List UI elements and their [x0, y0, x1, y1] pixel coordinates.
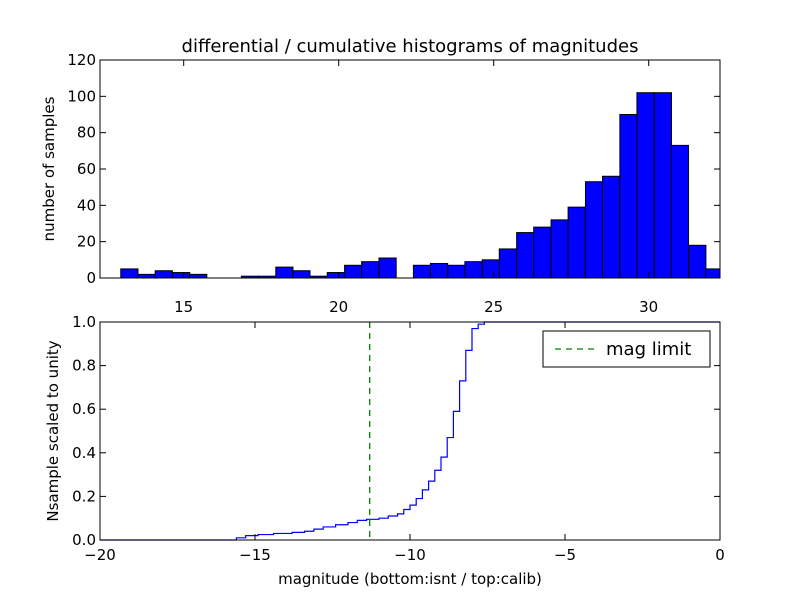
histogram-bar-2	[154, 270, 173, 279]
histogram-bar-15	[378, 257, 397, 279]
top-y-tick-label-1: 20	[77, 233, 96, 251]
histogram-bar-9	[275, 266, 294, 279]
top-x-tick-label-2: 25	[484, 298, 503, 316]
bottom-x-tick-label-3: −5	[554, 546, 576, 564]
bottom-x-tick-label-1: −15	[239, 546, 271, 564]
histogram-bar-33	[688, 244, 707, 279]
bottom-y-tick-label-0: 0.0	[72, 531, 96, 549]
histogram-bar-14	[361, 261, 380, 279]
histogram-bar-23	[516, 232, 535, 279]
histogram-bar-10	[292, 270, 311, 279]
histogram-bar-22	[498, 248, 517, 279]
histogram-bar-26	[567, 206, 586, 279]
histogram-bar-0	[120, 268, 139, 279]
bottom-y-tick-label-2: 0.4	[72, 444, 96, 462]
histogram-bar-27	[584, 181, 604, 279]
histogram-bar-3	[172, 272, 191, 279]
legend: mag limit	[542, 330, 711, 368]
bottom-x-axis-label: magnitude (bottom:isnt / top:calib)	[278, 570, 542, 588]
top-bars-group	[120, 92, 721, 279]
top-y-tick-label-4: 80	[77, 124, 96, 142]
bottom-x-tick-label-0: −20	[84, 546, 116, 564]
top-chart-title: differential / cumulative histograms of …	[182, 36, 639, 57]
histogram-bar-19	[447, 264, 466, 279]
histogram-bar-4	[189, 273, 208, 279]
histogram-bar-18	[429, 262, 449, 279]
top-y-tick-label-0: 0	[86, 269, 96, 287]
histogram-bar-32	[670, 144, 690, 279]
top-y-tick-label-2: 40	[77, 196, 96, 214]
top-y-tick-label-6: 120	[67, 51, 96, 69]
bottom-y-tick-label-5: 1.0	[72, 313, 96, 331]
histogram-bar-29	[619, 114, 638, 279]
histogram-bar-13	[344, 264, 363, 279]
histogram-bar-25	[550, 219, 569, 279]
bottom-x-tick-label-2: −10	[394, 546, 426, 564]
bottom-y-tick-label-3: 0.6	[72, 400, 96, 418]
bottom-ticks-group: −20 −15 −10 −5 0 0.0 0.2 0.4 0.6 0.8 1.0	[72, 313, 725, 564]
bottom-y-axis-label: Nsample scaled to unity	[44, 340, 62, 521]
histogram-bar-30	[636, 92, 655, 279]
legend-label-mag-limit: mag limit	[606, 339, 691, 360]
top-y-axis-label: number of samples	[40, 96, 58, 241]
histogram-bar-24	[533, 226, 552, 279]
top-x-tick-label-0: 15	[174, 298, 193, 316]
top-ticks-group: 15 20 25 30 0 20 40 60 80 100 120	[67, 51, 720, 316]
histogram-bar-12	[326, 272, 345, 279]
bottom-x-tick-label-4: 0	[715, 546, 725, 564]
bottom-y-tick-label-1: 0.2	[72, 487, 96, 505]
top-x-tick-label-1: 20	[329, 298, 348, 316]
histogram-bar-20	[464, 261, 483, 279]
histogram-bar-17	[412, 264, 432, 279]
bottom-y-tick-label-4: 0.8	[72, 357, 96, 375]
cumulative-step-line	[100, 321, 720, 541]
top-x-tick-label-3: 30	[639, 298, 658, 316]
top-y-tick-label-5: 100	[67, 87, 96, 105]
histogram-bar-1	[137, 273, 156, 279]
histogram-bar-31	[653, 92, 672, 279]
histogram-bar-28	[602, 175, 621, 279]
bottom-plot-group	[100, 321, 720, 541]
histogram-bar-34	[705, 268, 721, 279]
top-y-tick-label-3: 60	[77, 160, 96, 178]
histogram-bar-21	[481, 259, 500, 279]
